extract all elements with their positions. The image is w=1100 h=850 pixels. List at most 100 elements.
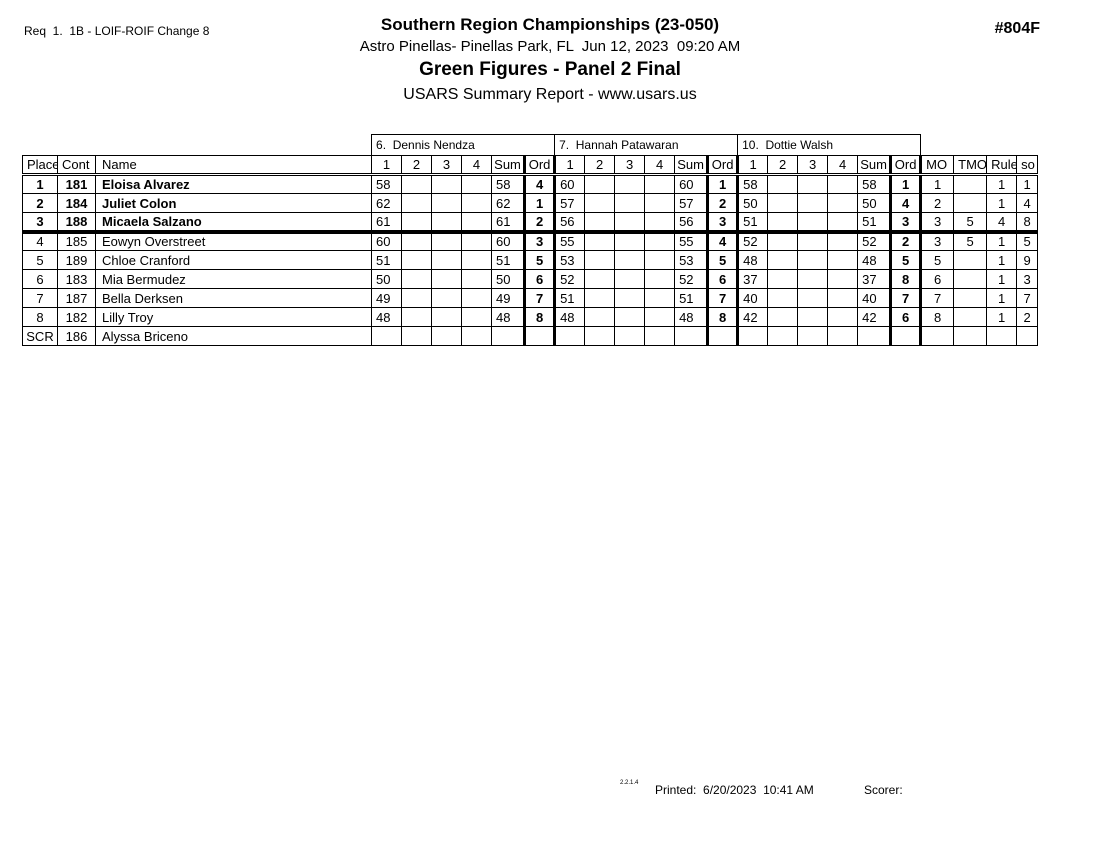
judge2-ordinal-cell: 3 [706,212,740,234]
judge2-score-cell [584,193,616,213]
header-judge1-4: 4 [461,155,493,176]
spacer-cell [921,135,1038,156]
judge3-score-cell [797,269,829,289]
judge1-score-cell [401,193,433,213]
header-judge1-ord: Ord [523,155,557,176]
judge2-score-cell [644,288,676,308]
judge2-score-cell [614,193,646,213]
mo-cell: 2 [920,193,955,213]
judge3-score-cell [767,250,799,270]
judge3-ordinal-cell: 7 [889,288,923,308]
judge2-ordinal-cell: 7 [706,288,740,308]
tmo-cell [953,193,988,213]
judge3-score-cell: 40 [737,288,769,308]
page-title: Southern Region Championships (23-050) [380,15,720,34]
judge3-score-cell [767,269,799,289]
judge3-ordinal-cell: 3 [889,212,923,234]
judge3-score-cell [767,307,799,327]
header-place: Place [22,155,58,176]
judge3-score-cell: 37 [737,269,769,289]
judge3-score-cell [797,288,829,308]
judge3-score-cell [827,212,859,234]
so-cell: 1 [1016,174,1039,194]
judge1-score-cell [431,250,463,270]
judge2-score-cell [644,231,676,251]
place-cell: 2 [22,193,58,213]
judge1-score-cell [461,250,493,270]
judge2-sum-cell [674,326,709,346]
so-cell: 7 [1016,288,1039,308]
judge3-score-cell [767,231,799,251]
judge1-ordinal-cell: 4 [523,174,557,194]
judge3-score-cell [797,174,829,194]
judge2-score-cell [614,231,646,251]
skater-name-cell: Eloisa Alvarez [94,174,373,194]
judge3-score-cell [797,231,829,251]
judge-name-2: 7. Hannah Patawaran [554,134,739,156]
judge1-score-cell [461,326,493,346]
judge3-sum-cell: 42 [857,307,892,327]
judge2-score-cell: 51 [554,288,586,308]
judge2-sum-cell: 57 [674,193,709,213]
judge1-ordinal-cell [523,326,557,346]
judge1-score-cell [431,326,463,346]
judge2-score-cell [644,269,676,289]
judge2-score-cell [644,307,676,327]
judge3-sum-cell: 37 [857,269,892,289]
title-block: Southern Region Championships (23-050) A… [0,14,1100,107]
judge1-score-cell [401,250,433,270]
judge3-score-cell: 48 [737,250,769,270]
contestant-number-cell: 184 [57,193,96,213]
judge3-score-cell [827,193,859,213]
results-table: 6. Dennis Nendza 7. Hannah Patawaran 10. D… [22,134,1039,346]
judge2-score-cell [644,174,676,194]
judge2-ordinal-cell: 4 [706,231,740,251]
judge2-score-cell [584,231,616,251]
judge3-sum-cell: 40 [857,288,892,308]
skater-row: SCR 186 Alyssa Briceno [22,326,1039,346]
judge2-sum-cell: 48 [674,307,709,327]
judge1-score-cell [461,212,493,234]
judge1-score-cell: 58 [371,174,403,194]
judge2-score-cell [554,326,586,346]
header-so: so [1016,155,1039,176]
skater-row: 6 183 Mia Bermudez 50 50 6 52 52 6 37 37 8 6 1 3 [22,269,1039,289]
requirement-label: Req 1. 1B - LOIF-ROIF Change 8 [24,24,210,38]
skater-row: 8 182 Lilly Troy 48 48 8 48 48 8 42 42 6 8 1 2 [22,307,1039,327]
judge1-score-cell [461,288,493,308]
mo-cell: 3 [920,231,955,251]
judge3-sum-cell: 50 [857,193,892,213]
judge3-score-cell [797,212,829,234]
skater-row: 4 185 Eowyn Overstreet 60 60 3 55 55 4 52 52 2 3 5 1 5 [22,231,1039,251]
rule-cell: 1 [986,174,1018,194]
judge2-score-cell [584,250,616,270]
header-name: Name [94,155,373,176]
judge-header-row: 6. Dennis Nendza 7. Hannah Patawaran 10. D… [23,134,1038,156]
judge3-sum-cell [857,326,892,346]
place-cell: 7 [22,288,58,308]
judge2-ordinal-cell: 1 [706,174,740,194]
judge3-score-cell [767,326,799,346]
judge2-sum-cell: 55 [674,231,709,251]
rule-cell: 1 [986,288,1018,308]
mo-cell: 1 [920,174,955,194]
header-rule: Rule [986,155,1018,176]
contestant-number-cell: 185 [57,231,96,251]
judge1-ordinal-cell: 3 [523,231,557,251]
judge3-score-cell [827,326,859,346]
rule-cell: 4 [986,212,1018,234]
rule-cell: 1 [986,250,1018,270]
judge3-score-cell [797,326,829,346]
judge3-ordinal-cell [889,326,923,346]
judge2-score-cell [614,269,646,289]
so-cell: 9 [1016,250,1039,270]
results-table-wrap: 6. Dennis Nendza 7. Hannah Patawaran 10. D… [22,134,1039,346]
place-cell: 4 [22,231,58,251]
judge2-score-cell [614,174,646,194]
judge1-score-cell [431,288,463,308]
column-header-row: Place Cont Name 1 2 3 4 Sum Ord 1 2 3 4 Sum Ord 1 2 3 4 Sum… [22,155,1039,176]
judge2-sum-cell: 53 [674,250,709,270]
skater-name-cell: Eowyn Overstreet [94,231,373,251]
judge1-score-cell [401,326,433,346]
printed-timestamp: Printed: 6/20/2023 10:41 AM [655,783,814,797]
